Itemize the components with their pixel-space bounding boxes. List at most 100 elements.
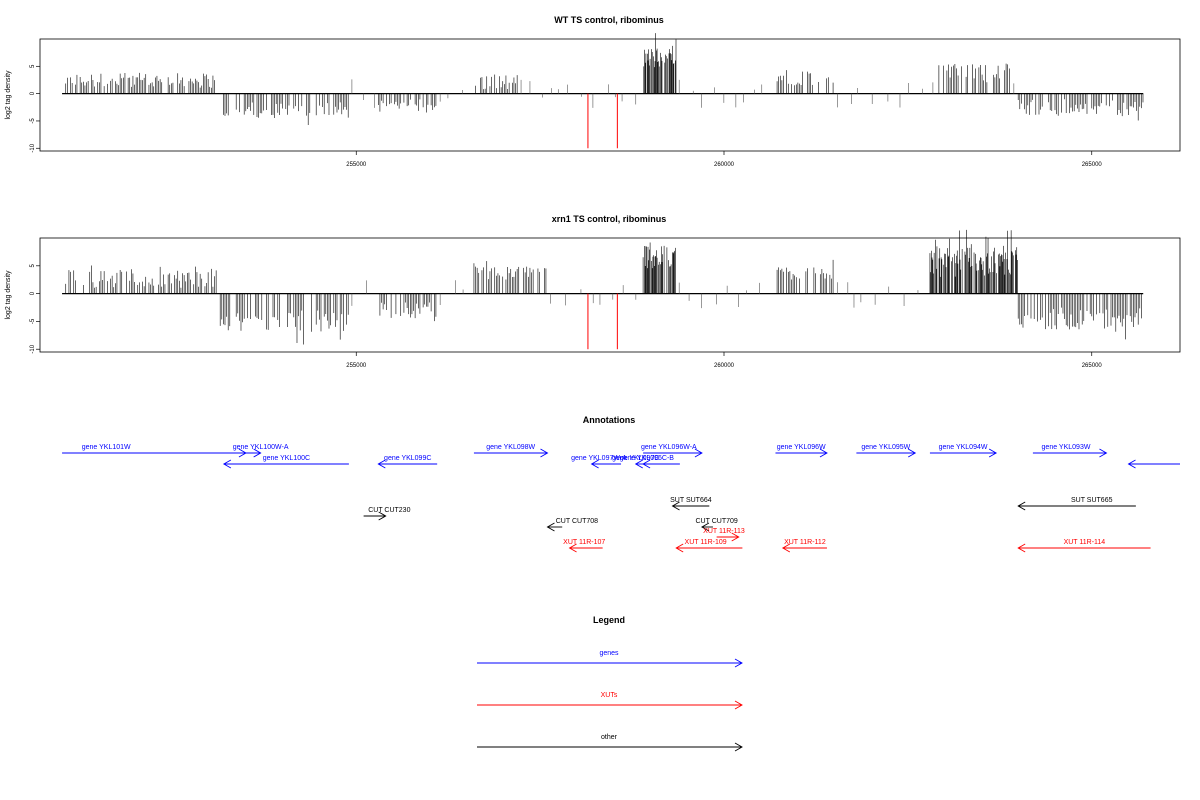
arrow-head — [378, 511, 387, 521]
arrow-head — [819, 448, 828, 458]
annotation-label: gene YKL100W-A — [233, 444, 289, 451]
annotation-label: gene YKL096W-A — [641, 444, 697, 451]
x-tick-label: 265000 — [1082, 363, 1103, 369]
x-tick-label: 265000 — [1082, 162, 1103, 168]
annotation-gene: gene YKL093W — [1032, 444, 1108, 458]
annotation-label: gene YKL099C — [384, 455, 431, 462]
arrow-head — [731, 532, 740, 542]
annotation-label: gene YKL101W — [82, 444, 131, 451]
y-tick-label: -5 — [30, 318, 36, 324]
arrow-head — [222, 459, 232, 469]
plot-frame — [39, 38, 1181, 152]
annotation-gene: gene YKL098W — [473, 444, 549, 458]
annotation-other: CUT CUT709 — [696, 518, 738, 532]
arrow-head — [634, 459, 643, 469]
x-tick-label: 260000 — [714, 363, 735, 369]
panel-title: WT TS control, ribominus — [554, 15, 664, 25]
y-axis-label: log2 tag density — [5, 270, 12, 320]
annotations-title: Annotations — [583, 415, 636, 425]
legend-title: Legend — [593, 615, 625, 625]
annotation-label: SUT SUT664 — [670, 497, 712, 504]
xrn1-coverage-panel: xrn1 TS control, ribominus log2 tag dens… — [5, 214, 1181, 369]
arrow-head — [642, 459, 651, 469]
y-tick-label: 5 — [30, 263, 36, 267]
annotation-gene: gene YKL096C-B — [620, 455, 680, 469]
annotation-label: CUT CUT709 — [696, 518, 738, 525]
annotation-other: CUT CUT230 — [363, 507, 411, 521]
legend-label: XUTs — [601, 692, 618, 699]
legend-label: other — [601, 734, 618, 741]
panel-title: xrn1 TS control, ribominus — [552, 214, 667, 224]
arrow-head — [546, 522, 555, 532]
annotation-label: gene YKL097W-A — [571, 455, 627, 462]
annotation-label: gene YKL093W — [1042, 444, 1091, 451]
arrow-head — [908, 448, 917, 458]
annotation-label: gene YKL096W — [777, 444, 826, 451]
annotation-label: gene YKL094W — [939, 444, 988, 451]
x-tick-label: 255000 — [346, 363, 367, 369]
arrow-head — [253, 448, 262, 458]
arrow-head — [781, 543, 791, 553]
annotation-xut: XUT 11R-112 — [781, 539, 827, 553]
legend-arrow-head — [734, 658, 743, 668]
y-tick-label: -5 — [30, 118, 36, 124]
y-tick-label: -10 — [30, 344, 36, 353]
arrow-head — [701, 522, 710, 532]
annotation-tracks: gene YKL101W gene YKL100W-A gene YKL100C ge… — [62, 444, 1180, 553]
annotation-label: gene YKL097C — [612, 455, 659, 462]
y-tick-label: 0 — [30, 91, 36, 95]
legend-arrow-head — [734, 700, 743, 710]
annotation-label: XUT 11R-112 — [784, 539, 826, 546]
annotation-gene: gene YKL099C — [377, 455, 438, 469]
arrow-head — [590, 459, 599, 469]
x-tick-label: 255000 — [346, 162, 367, 168]
axis-ticks: -10 -5 0 5 255000 260000 265000 — [30, 263, 1102, 369]
annotation-label: gene YKL096C-B — [620, 455, 675, 462]
legend-entry: genes — [477, 650, 743, 668]
arrow-head — [540, 448, 549, 458]
axis-ticks: -10 -5 0 5 255000 260000 265000 — [30, 64, 1102, 168]
annotation-label: SUT SUT665 — [1071, 497, 1113, 504]
annotation-xut: XUT 11R-113 — [703, 528, 745, 542]
legend-label: genes — [599, 650, 619, 657]
annotation-gene — [1127, 459, 1180, 469]
annotation-other: SUT SUT665 — [1017, 497, 1136, 511]
legend-entry: XUTs — [477, 692, 743, 710]
arrow-head — [1017, 501, 1026, 511]
annotation-label: XUT 11R-114 — [1064, 539, 1106, 546]
arrow-head — [1017, 543, 1026, 553]
y-tick-label: -10 — [30, 143, 36, 152]
legend-arrow-head — [734, 742, 743, 752]
annotation-gene: gene YKL095W — [856, 444, 917, 458]
annotation-gene: gene YKL100C — [222, 455, 349, 469]
annotation-label: CUT CUT708 — [556, 518, 598, 525]
arrow-head — [1099, 448, 1108, 458]
annotation-other: SUT SUT664 — [670, 497, 712, 511]
annotation-gene: gene YKL100W-A — [231, 444, 289, 458]
annotation-label: gene YKL100C — [263, 455, 310, 462]
x-tick-label: 260000 — [714, 162, 735, 168]
arrow-head — [675, 543, 684, 553]
arrow-head — [1127, 459, 1136, 469]
coverage-bars — [62, 33, 1144, 149]
annotation-xut: XUT 11R-114 — [1017, 539, 1151, 553]
annotation-gene: gene YKL094W — [929, 444, 998, 458]
coverage-bars — [62, 229, 1144, 350]
annotation-label: gene YKL095W — [861, 444, 910, 451]
y-axis-label: log2 tag density — [5, 70, 12, 120]
y-tick-label: 5 — [30, 64, 36, 68]
legend: Legend genes XUTs other — [477, 615, 743, 752]
arrow-head — [377, 459, 386, 469]
annotation-label: XUT 11R-109 — [685, 539, 727, 546]
annotation-label: CUT CUT230 — [368, 507, 410, 514]
annotation-gene: gene YKL096W — [775, 444, 828, 458]
annotation-xut: XUT 11R-109 — [675, 539, 743, 553]
legend-entries: genes XUTs other — [477, 650, 743, 752]
plot-frame — [39, 237, 1181, 353]
annotation-label: XUT 11R-113 — [703, 528, 745, 535]
annotations-panel: Annotations gene YKL101W gene YKL100W-Age… — [62, 415, 1180, 553]
annotation-xut: XUT 11R-107 — [563, 539, 605, 553]
wt-coverage-panel: WT TS control, ribominus log2 tag densit… — [5, 15, 1181, 168]
arrow-head — [694, 448, 703, 458]
